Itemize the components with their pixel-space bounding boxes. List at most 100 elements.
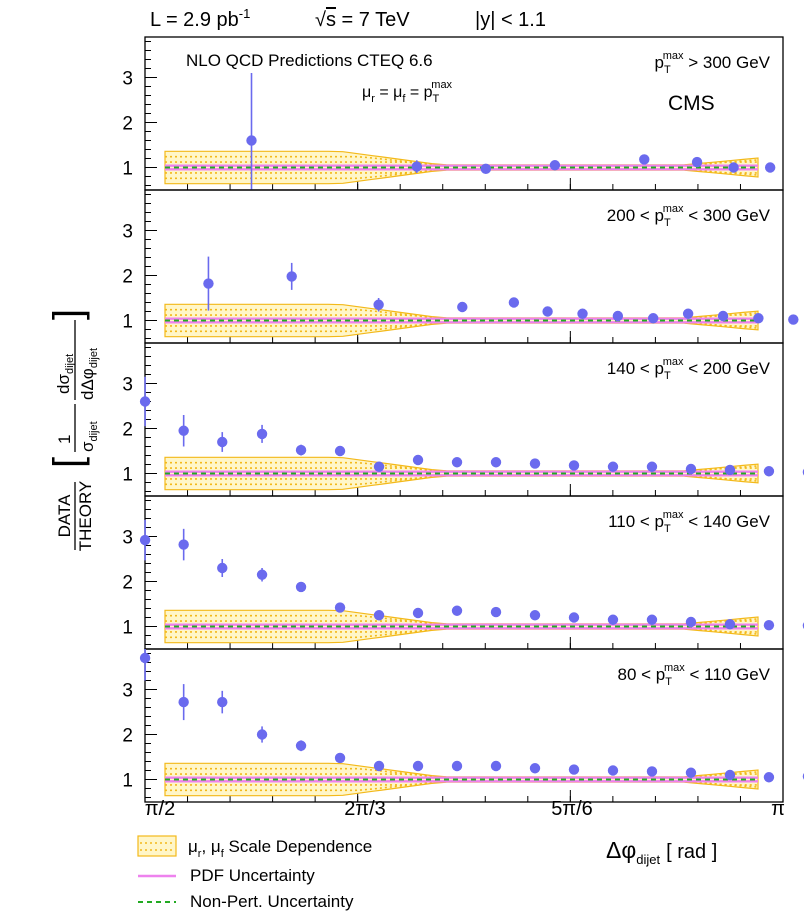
panel-pt-label: 110 < pTmax < 140 GeV	[608, 509, 771, 535]
data-point	[217, 696, 228, 708]
data-point	[646, 461, 658, 472]
data-point	[490, 760, 502, 772]
data-point	[724, 464, 736, 476]
data-point	[139, 652, 151, 664]
data-point	[728, 162, 739, 173]
y-tick-label: 3	[122, 222, 133, 243]
data-point	[334, 602, 346, 613]
legend-item-np: Non-Pert. Uncertainty	[138, 892, 354, 911]
panel-4: 1 2 3 110 < pTmax < 140 GeV	[122, 495, 804, 650]
data-point	[647, 313, 659, 324]
panel-pt-label: 80 < pTmax < 110 GeV	[618, 662, 771, 688]
nlo-label: NLO QCD Predictions CTEQ 6.6	[186, 51, 433, 70]
y-data-label: DATA	[55, 494, 74, 537]
y-tick-label: 3	[122, 681, 133, 702]
data-point	[607, 614, 619, 625]
data-point	[639, 154, 650, 165]
y-tick-label: 2	[122, 420, 133, 441]
data-point	[549, 160, 561, 171]
data-point	[763, 466, 775, 477]
data-point	[334, 445, 346, 457]
y-bracket-right: ]	[46, 309, 90, 320]
scale-dependence-band	[164, 303, 759, 338]
x-tick-label-pi: π	[771, 798, 785, 820]
y-axis-title: DATA THEORY [ 1 σdijet dσdijet dΔφdijet …	[46, 309, 100, 551]
data-point	[685, 463, 697, 475]
energy-label: √s = 7 TeV	[315, 9, 410, 31]
data-point	[457, 301, 468, 313]
data-point	[256, 569, 268, 580]
mu-label: μr = μf = pTmax	[362, 79, 453, 105]
data-point	[178, 539, 189, 550]
data-point	[607, 765, 619, 776]
y-tick-label: 1	[122, 159, 133, 180]
y-tick-label: 1	[122, 771, 133, 792]
data-point	[286, 271, 297, 282]
y-tick-label: 2	[122, 726, 133, 747]
data-point	[682, 308, 694, 319]
data-point	[412, 607, 424, 619]
y-tick-label: 1	[122, 465, 133, 486]
data-point	[764, 162, 776, 173]
panel1-annotations: NLO QCD Predictions CTEQ 6.6 μr = μf = p…	[186, 51, 715, 115]
x-tick-label-2pi-over-3: 2π/3	[344, 798, 386, 820]
panel-pt-label: 140 < pTmax < 200 GeV	[607, 356, 771, 382]
y-tick-label: 3	[122, 528, 133, 549]
legend-np-label: Non-Pert. Uncertainty	[190, 892, 354, 911]
scale-dependence-band	[164, 762, 759, 797]
data-point	[753, 313, 764, 324]
data-point	[607, 461, 619, 472]
data-point	[529, 458, 541, 469]
y-one-label: 1	[55, 435, 74, 444]
data-point	[724, 619, 736, 630]
legend-scale-swatch	[137, 835, 177, 857]
cms-label: CMS	[668, 92, 715, 115]
data-point	[411, 161, 423, 172]
data-point	[334, 752, 346, 764]
data-point	[373, 610, 385, 621]
data-point	[295, 581, 307, 593]
x-axis: π/2 2π/3 5π/6 π Δφdijet[ rad ]	[145, 798, 785, 867]
data-point	[490, 606, 502, 618]
x-axis-title: Δφdijet[ rad ]	[606, 837, 717, 867]
data-point	[373, 760, 385, 772]
data-point	[717, 310, 729, 322]
data-point	[480, 163, 492, 175]
data-point	[203, 278, 214, 289]
panels: 1 2 3 pTmax > 300 GeV 1 2 3 200 < pTmax < 300 G…	[122, 36, 804, 803]
panel-pt-label: 200 < pTmax < 300 GeV	[607, 203, 771, 229]
data-point	[256, 729, 268, 740]
panel-2: 1 2 3 200 < pTmax < 300 GeV	[122, 189, 799, 344]
y-sigma-label: σdijet	[78, 421, 100, 452]
y-dsigma-label: dσdijet	[54, 354, 76, 394]
scale-dependence-band	[164, 609, 759, 644]
data-point	[529, 610, 541, 621]
panel-3: 1 2 3 140 < pTmax < 200 GeV	[122, 342, 804, 497]
data-point	[612, 310, 624, 322]
data-point	[373, 461, 385, 472]
y-tick-label: 1	[122, 618, 133, 639]
legend-item-scale: μr, μf Scale Dependence	[137, 835, 372, 860]
data-point	[295, 740, 307, 751]
y-tick-label: 3	[122, 375, 133, 396]
data-point	[217, 562, 228, 574]
x-tick-label-pi-over-2: π/2	[145, 798, 175, 820]
y-tick-label: 2	[122, 114, 133, 135]
legend-item-pdf: PDF Uncertainty	[138, 866, 315, 885]
data-point	[568, 764, 580, 775]
y-tick-label: 2	[122, 267, 133, 288]
data-point	[178, 425, 189, 436]
data-point	[685, 767, 697, 778]
data-point	[646, 766, 658, 777]
data-point	[577, 308, 588, 319]
lumi-label: L = 2.9 pb-1	[150, 6, 250, 31]
panel-5: 1 2 3 80 < pTmax < 110 GeV	[122, 648, 804, 803]
y-tick-label: 1	[122, 312, 133, 333]
data-point	[691, 156, 703, 168]
data-point	[178, 696, 189, 708]
data-point	[451, 457, 463, 468]
header: L = 2.9 pb-1 √s = 7 TeV |y| < 1.1	[150, 6, 546, 31]
y-theory-label: THEORY	[76, 481, 95, 552]
scale-dependence-band	[164, 150, 759, 185]
data-point	[724, 769, 736, 781]
